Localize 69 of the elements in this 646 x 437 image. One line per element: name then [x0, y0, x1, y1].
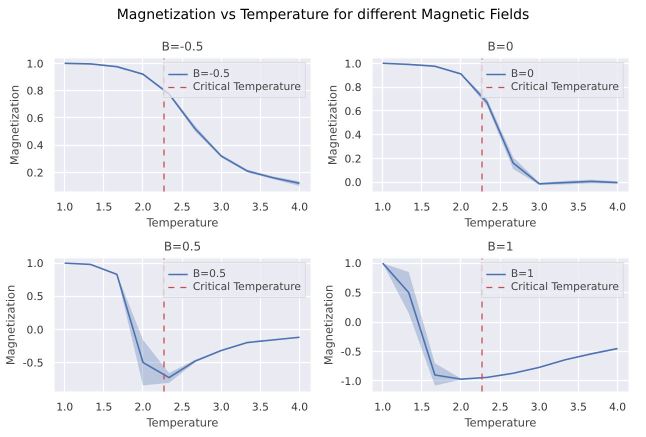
text: Magnetization vs Temperature for different Magnetic Fields [116, 6, 530, 25]
ref-line-label: Critical Temperature [192, 80, 301, 93]
y-tick-label: 0.5 [26, 290, 44, 304]
y-tick-label: 0.5 [344, 286, 362, 300]
y-tick-label: 0.6 [344, 104, 362, 118]
y-axis-title: Magnetization [322, 284, 336, 366]
x-tick-label: 2.5 [492, 400, 509, 414]
ref-line-label: Critical Temperature [192, 280, 301, 293]
y-axis-title: Magnetization [4, 284, 18, 366]
x-tick-label: 2.0 [452, 400, 470, 414]
x-tick-label: 4.0 [609, 200, 626, 214]
x-tick-label: 3.5 [570, 400, 587, 414]
legend-label: B=1 [510, 267, 534, 280]
x-tick-label: 1.5 [413, 400, 430, 414]
x-tick-label: 1.5 [95, 200, 112, 214]
ref-line-label: Critical Temperature [510, 280, 619, 293]
chart-title: B=-0.5 [162, 40, 204, 54]
y-tick-label: -0.5 [340, 345, 362, 358]
chart-title: B=1 [488, 240, 514, 254]
x-tick-label: 4.0 [291, 200, 308, 214]
y-tick-label: 0.0 [344, 176, 362, 189]
x-tick-label: 3.0 [212, 200, 230, 214]
x-tick-label: 2.5 [492, 200, 509, 214]
y-tick-label: 0.6 [26, 112, 44, 125]
chart-title: B=0 [488, 40, 514, 54]
x-tick-label: 1.5 [95, 400, 112, 414]
x-tick-label: 1.0 [374, 400, 392, 414]
x-tick-label: 3.0 [530, 200, 548, 214]
x-tick-label: 1.0 [56, 200, 74, 214]
y-tick-label: 0.8 [26, 84, 44, 98]
x-tick-label: 2.5 [174, 200, 191, 214]
ref-line-label: Critical Temperature [510, 80, 619, 93]
x-tick-label: 3.0 [212, 400, 230, 414]
y-axis-title: Magnetization [326, 84, 340, 166]
x-axis-title: Temperature [464, 416, 536, 430]
y-tick-label: 0.2 [344, 152, 362, 166]
x-tick-label: 2.0 [134, 200, 152, 214]
x-tick-label: 1.5 [413, 200, 430, 214]
y-tick-label: 0.2 [26, 166, 44, 180]
y-tick-label: 1.0 [344, 57, 362, 70]
legend-label: B=-0.5 [192, 67, 230, 80]
x-tick-label: 3.0 [530, 400, 548, 414]
x-tick-label: 3.5 [252, 400, 269, 414]
y-tick-label: 0.4 [344, 128, 362, 142]
x-tick-label: 1.0 [56, 400, 74, 414]
y-tick-label: -1.0 [340, 374, 362, 388]
x-tick-label: 2.0 [134, 400, 152, 414]
chart-title: B=0.5 [164, 240, 202, 254]
x-tick-label: 2.5 [174, 400, 191, 414]
x-tick-label: 2.0 [452, 200, 470, 214]
y-tick-label: 0.0 [26, 323, 44, 336]
y-tick-label: 0.0 [344, 316, 362, 330]
x-tick-label: 4.0 [291, 400, 308, 414]
y-tick-label: 0.4 [26, 139, 44, 152]
x-tick-label: 3.5 [252, 200, 269, 214]
x-axis-title: Temperature [464, 216, 536, 230]
y-tick-label: 1.0 [26, 57, 44, 70]
x-axis-title: Temperature [146, 216, 218, 230]
x-tick-label: 4.0 [609, 400, 626, 414]
y-tick-label: 1.0 [344, 257, 362, 270]
legend-label: B=0.5 [192, 267, 226, 280]
x-tick-label: 3.5 [570, 200, 587, 214]
y-tick-label: 1.0 [26, 257, 44, 270]
x-axis-title: Temperature [146, 416, 218, 430]
y-tick-label: -0.5 [22, 356, 44, 370]
y-axis-title: Magnetization [8, 84, 22, 166]
legend-label: B=0 [510, 67, 534, 80]
x-tick-label: 1.0 [374, 200, 392, 214]
y-tick-label: 0.8 [344, 81, 362, 94]
